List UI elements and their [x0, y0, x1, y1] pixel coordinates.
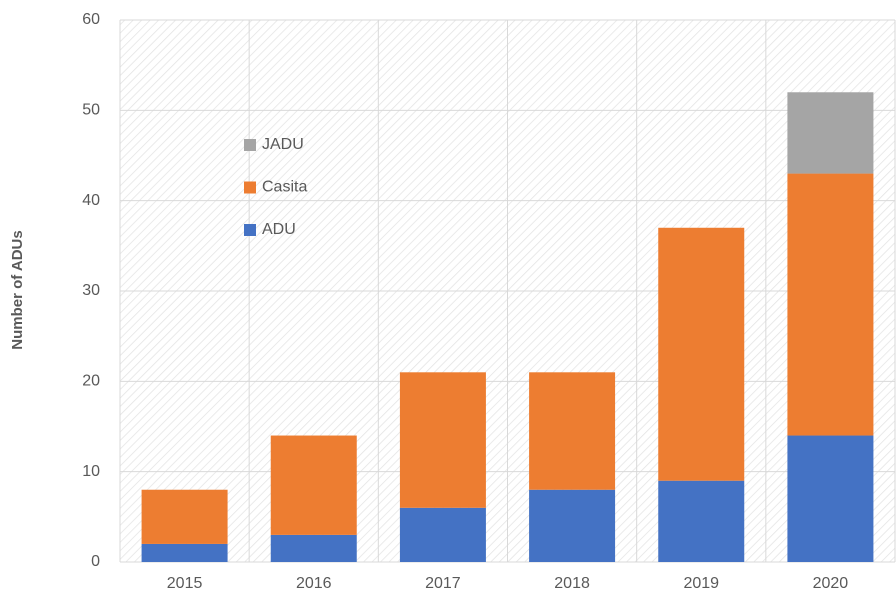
x-tick-label: 2016 — [296, 575, 332, 592]
bar-segment — [141, 489, 228, 544]
bar-segment — [787, 435, 874, 562]
bar-segment — [141, 543, 228, 562]
y-tick-label: 40 — [82, 192, 100, 209]
legend-swatch — [244, 139, 256, 151]
x-tick-label: 2015 — [167, 575, 203, 592]
bar-segment — [787, 92, 874, 174]
bar-segment — [787, 173, 874, 436]
bar-segment — [399, 507, 486, 562]
bar-segment — [270, 435, 357, 535]
legend-swatch — [244, 224, 256, 236]
x-tick-label: 2017 — [425, 575, 461, 592]
bar-segment — [529, 489, 616, 562]
x-tick-label: 2019 — [683, 575, 719, 592]
x-tick-label: 2018 — [554, 575, 590, 592]
bar-segment — [270, 534, 357, 562]
bar-segment — [658, 480, 745, 562]
bar-segment — [658, 227, 745, 481]
y-axis-label: Number of ADUs — [9, 230, 26, 349]
legend-label: Casita — [262, 179, 307, 196]
legend-label: JADU — [262, 136, 304, 153]
y-tick-label: 60 — [82, 11, 100, 28]
y-tick-label: 10 — [82, 463, 100, 480]
x-tick-label: 2020 — [813, 575, 849, 592]
y-tick-label: 20 — [82, 373, 100, 390]
bar-segment — [399, 372, 486, 508]
bar-segment — [529, 372, 616, 490]
y-tick-label: 50 — [82, 102, 100, 119]
y-tick-label: 0 — [91, 553, 100, 570]
legend-label: ADU — [262, 221, 296, 238]
y-tick-label: 30 — [82, 282, 100, 299]
legend-swatch — [244, 181, 256, 194]
